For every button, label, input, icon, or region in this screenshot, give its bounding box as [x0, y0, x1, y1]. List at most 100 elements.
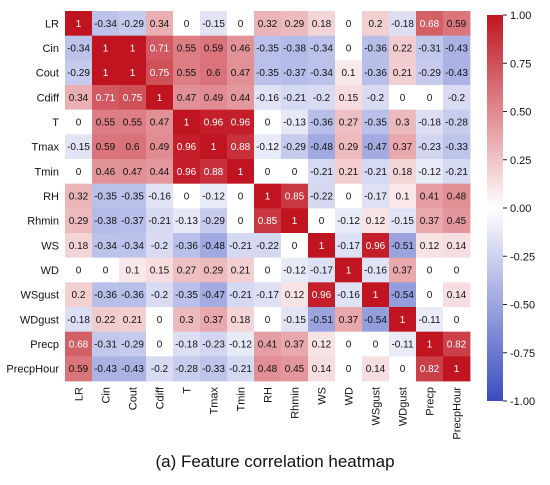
heatmap-cell-value: 0 [346, 192, 352, 203]
heatmap-cell [308, 109, 336, 135]
heatmap-cell-value: -0.35 [256, 68, 279, 79]
heatmap-cell-value: 0.45 [285, 364, 305, 375]
heatmap-cell-value: 0.34 [69, 93, 89, 104]
heatmap-cell [335, 257, 363, 283]
heatmap-cell [146, 159, 174, 185]
heatmap-cell-value: 0.41 [420, 192, 440, 203]
heatmap-cell [92, 85, 120, 111]
heatmap-cell-value: -0.34 [121, 241, 144, 252]
heatmap-cell [335, 233, 363, 259]
heatmap-cell [227, 356, 255, 382]
heatmap-cell-value: 0 [373, 340, 379, 351]
heatmap-cell [227, 208, 255, 234]
heatmap-cell-value: -0.2 [313, 93, 331, 104]
heatmap-cell-value: 0 [427, 93, 433, 104]
heatmap-cell-value: 0.49 [150, 142, 170, 153]
heatmap-cell-value: 1 [400, 315, 406, 326]
heatmap-cell-value: 1 [427, 340, 433, 351]
heatmap-cell-value: 0.96 [204, 118, 224, 129]
y-axis-tick-label: RH [43, 191, 59, 203]
heatmap-cell-value: 0.12 [312, 340, 332, 351]
colorbar-tick-label: 0.75 [510, 58, 531, 70]
heatmap-cell-value: 1 [130, 44, 136, 55]
heatmap-cell-value: 0.14 [447, 241, 467, 252]
heatmap-cell [65, 282, 93, 308]
heatmap-cell [173, 208, 201, 234]
heatmap-cell [389, 35, 417, 61]
heatmap-cell-value: -0.12 [229, 340, 252, 351]
heatmap-cell-value: -0.16 [337, 290, 360, 301]
heatmap-cell [119, 183, 147, 209]
heatmap-cell [254, 35, 282, 61]
heatmap-cell-value: 0.2 [72, 290, 86, 301]
heatmap-cell-value: 0.46 [231, 44, 251, 55]
heatmap-cell [335, 159, 363, 185]
heatmap-cell-value: 0 [76, 118, 82, 129]
heatmap-cell [416, 307, 444, 333]
colorbar-tick-label: 0.50 [510, 107, 531, 119]
heatmap-cell-value: -0.13 [175, 216, 198, 227]
heatmap-cell-value: 0 [184, 19, 190, 30]
heatmap-cell-value: 0.71 [150, 44, 170, 55]
x-axis-tick-label: Cdiff [155, 386, 167, 409]
heatmap-cell-value: 0.47 [123, 167, 143, 178]
heatmap-cell-value: -0.43 [445, 44, 468, 55]
heatmap-cell [227, 257, 255, 283]
heatmap-cell-value: 0.14 [366, 364, 386, 375]
heatmap-cell [281, 35, 309, 61]
heatmap-cell [200, 282, 228, 308]
heatmap-cell-value: -0.34 [310, 44, 333, 55]
heatmap-cell-value: -0.12 [256, 142, 279, 153]
heatmap-cell [362, 35, 390, 61]
heatmap-cell [200, 35, 228, 61]
heatmap-cell-value: -0.54 [364, 315, 387, 326]
heatmap-cell-value: 0.37 [393, 266, 413, 277]
heatmap-cell [173, 11, 201, 37]
heatmap-cell [362, 11, 390, 37]
y-axis-tick-label: WDgust [20, 314, 59, 326]
heatmap-cell-value: 0.12 [285, 290, 305, 301]
heatmap-cell [92, 60, 120, 86]
heatmap-cell [146, 134, 174, 160]
heatmap-cell [254, 134, 282, 160]
heatmap-cell-value: 0.21 [231, 266, 251, 277]
heatmap-cell [389, 282, 417, 308]
heatmap-cell-value: -0.29 [202, 216, 225, 227]
heatmap-cell-value: -0.17 [310, 266, 333, 277]
heatmap-cell-value: -0.17 [337, 241, 360, 252]
heatmap-cell-value: -0.31 [94, 340, 117, 351]
heatmap-cell-value: 0.59 [204, 44, 224, 55]
heatmap-cell [335, 208, 363, 234]
heatmap-cell [335, 134, 363, 160]
heatmap-cell-value: -0.51 [310, 315, 333, 326]
colorbar-tick-label: 0.25 [510, 155, 531, 167]
heatmap-cell-value: 0.18 [231, 315, 251, 326]
heatmap-cell-value: -0.48 [310, 142, 333, 153]
heatmap-cell [362, 60, 390, 86]
heatmap-cell-value: -0.12 [202, 192, 225, 203]
heatmap-cell-value: 0 [76, 266, 82, 277]
heatmap-cell [173, 307, 201, 333]
heatmap-cell [119, 134, 147, 160]
heatmap-cell-value: -0.2 [448, 93, 466, 104]
heatmap-cell [416, 233, 444, 259]
heatmap-cell-value: 1 [265, 192, 271, 203]
heatmap-cell [200, 85, 228, 111]
heatmap-cell [119, 257, 147, 283]
y-axis-tick-label: Tmax [32, 142, 60, 154]
heatmap-cell [389, 109, 417, 135]
heatmap-cell-value: 1 [373, 290, 379, 301]
heatmap-cell-value: 0.22 [96, 315, 116, 326]
heatmap-cell-value: -0.16 [256, 93, 279, 104]
heatmap-cell [416, 60, 444, 86]
heatmap-cell-value: 0.88 [204, 167, 224, 178]
heatmap-cell [65, 356, 93, 382]
heatmap-cell [389, 307, 417, 333]
colorbar [487, 15, 503, 401]
heatmap-cell [119, 282, 147, 308]
heatmap-cell-value: 0.68 [420, 19, 440, 30]
heatmap-cell [65, 257, 93, 283]
heatmap-cell [362, 134, 390, 160]
heatmap-cell [92, 307, 120, 333]
heatmap-cell [92, 282, 120, 308]
